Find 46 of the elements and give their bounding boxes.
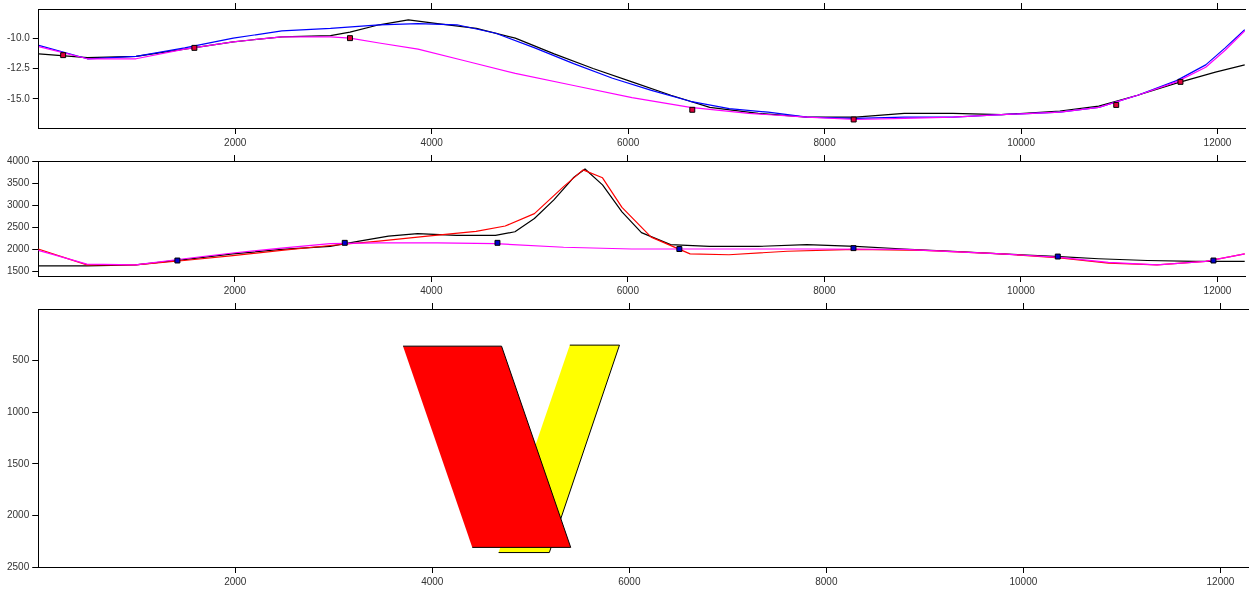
x-tick-label: 2000 [223, 284, 247, 296]
y-tick-label: -10.0 [7, 31, 31, 43]
y-tick-label: 2000 [7, 243, 30, 255]
y-tick-label: 4000 [7, 154, 30, 166]
point [850, 116, 857, 123]
x-tick-label: 4000 [421, 575, 444, 587]
x-tick-label: 6000 [617, 136, 640, 148]
point [1113, 101, 1120, 108]
point [341, 239, 348, 246]
x-tick-label: 10000 [1007, 284, 1036, 296]
x-tick-label: 8000 [813, 284, 836, 296]
point [60, 52, 67, 59]
y-tick-label: 2500 [7, 560, 30, 572]
x-tick-label: 2000 [224, 136, 247, 148]
y-tick-label: -15.0 [7, 92, 31, 104]
x-tick-label: 10000 [1007, 136, 1036, 148]
point [191, 44, 198, 51]
x-tick-label: 12000 [1203, 136, 1232, 148]
x-tick-label: 8000 [815, 575, 838, 587]
y-tick-label: 1500 [7, 265, 30, 277]
point [494, 239, 501, 246]
point [174, 257, 181, 264]
x-tick-label: 8000 [813, 136, 837, 148]
x-tick-label: 6000 [618, 575, 641, 587]
x-tick-label: 2000 [224, 575, 247, 587]
y-tick-label: 3000 [7, 198, 30, 210]
point [1054, 253, 1061, 260]
y-tick-label: 2000 [7, 509, 30, 521]
y-tick-label: 1500 [7, 457, 30, 469]
point [676, 246, 683, 252]
point [689, 106, 696, 113]
x-tick-label: 4000 [420, 284, 443, 296]
x-tick-label: 6000 [616, 284, 640, 296]
point [1177, 78, 1184, 85]
x-tick-label: 12000 [1203, 284, 1232, 296]
y-tick-label: -12.5 [7, 62, 31, 74]
y-tick-label: 3500 [7, 176, 30, 188]
point [347, 35, 353, 42]
point [1210, 257, 1217, 264]
x-tick-label: 10000 [1009, 575, 1038, 587]
x-tick-label: 4000 [420, 136, 444, 148]
x-tick-label: 12000 [1206, 575, 1235, 587]
point [850, 245, 857, 252]
y-tick-label: 2500 [7, 221, 30, 233]
y-tick-label: 1000 [7, 405, 30, 417]
y-tick-label: 500 [12, 354, 30, 366]
